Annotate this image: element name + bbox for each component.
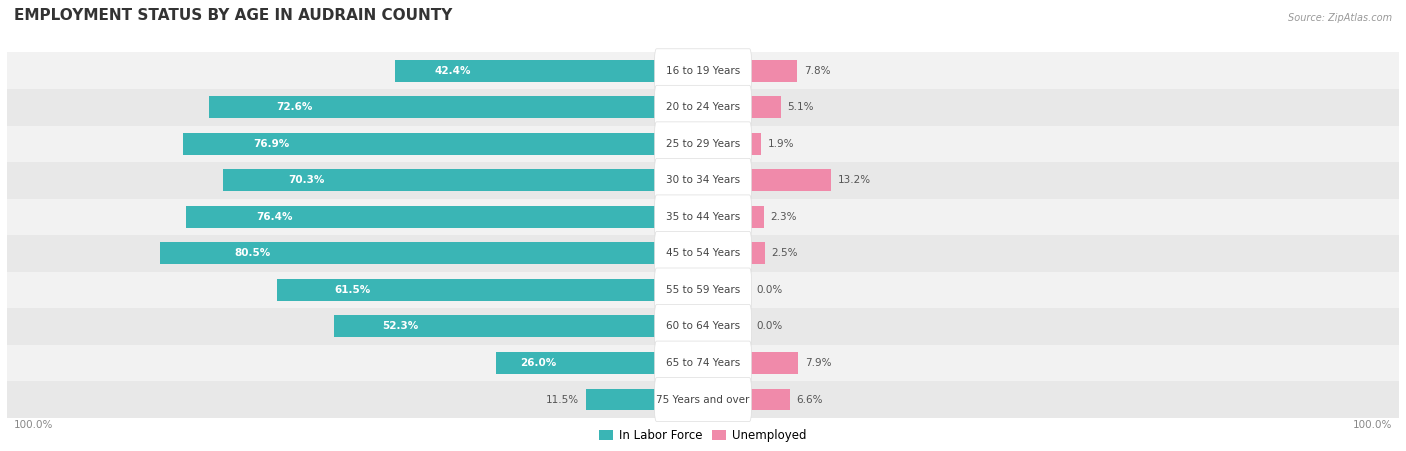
Text: 60 to 64 Years: 60 to 64 Years [666, 322, 740, 331]
Bar [395, 60, 657, 82]
Bar [749, 243, 765, 264]
Bar [586, 389, 657, 410]
Bar [749, 170, 831, 191]
Bar [209, 96, 657, 118]
Bar [496, 352, 657, 374]
Text: 7.8%: 7.8% [804, 66, 831, 76]
Text: 100.0%: 100.0% [1353, 420, 1392, 430]
FancyBboxPatch shape [655, 122, 751, 166]
Text: 25 to 29 Years: 25 to 29 Years [666, 139, 740, 149]
FancyBboxPatch shape [655, 268, 751, 312]
Text: 13.2%: 13.2% [838, 175, 870, 185]
FancyBboxPatch shape [655, 304, 751, 348]
Text: Source: ZipAtlas.com: Source: ZipAtlas.com [1288, 13, 1392, 23]
Text: 20 to 24 Years: 20 to 24 Years [666, 102, 740, 112]
Bar [749, 60, 797, 82]
Legend: In Labor Force, Unemployed: In Labor Force, Unemployed [595, 424, 811, 447]
Text: 2.5%: 2.5% [772, 249, 799, 258]
FancyBboxPatch shape [655, 341, 751, 385]
Bar [7, 308, 1399, 345]
Text: 61.5%: 61.5% [335, 285, 371, 295]
Text: 72.6%: 72.6% [276, 102, 312, 112]
Text: EMPLOYMENT STATUS BY AGE IN AUDRAIN COUNTY: EMPLOYMENT STATUS BY AGE IN AUDRAIN COUN… [14, 8, 451, 23]
Bar [7, 52, 1399, 89]
Text: 5.1%: 5.1% [787, 102, 814, 112]
Text: 55 to 59 Years: 55 to 59 Years [666, 285, 740, 295]
FancyBboxPatch shape [655, 377, 751, 421]
Text: 7.9%: 7.9% [804, 358, 831, 368]
Text: 80.5%: 80.5% [235, 249, 271, 258]
FancyBboxPatch shape [655, 158, 751, 202]
Text: 100.0%: 100.0% [14, 420, 53, 430]
Text: 26.0%: 26.0% [520, 358, 557, 368]
Bar [183, 133, 657, 155]
Bar [224, 170, 657, 191]
Bar [277, 279, 657, 301]
Text: 16 to 19 Years: 16 to 19 Years [666, 66, 740, 76]
Bar [160, 243, 657, 264]
FancyBboxPatch shape [655, 195, 751, 239]
FancyBboxPatch shape [655, 231, 751, 275]
Text: 75 Years and over: 75 Years and over [657, 395, 749, 405]
Text: 2.3%: 2.3% [770, 212, 797, 222]
Bar [749, 96, 780, 118]
Text: 65 to 74 Years: 65 to 74 Years [666, 358, 740, 368]
Bar [7, 125, 1399, 162]
Text: 1.9%: 1.9% [768, 139, 794, 149]
Bar [7, 235, 1399, 272]
FancyBboxPatch shape [655, 85, 751, 129]
Bar [749, 389, 790, 410]
Bar [749, 352, 799, 374]
Text: 42.4%: 42.4% [434, 66, 471, 76]
Text: 35 to 44 Years: 35 to 44 Years [666, 212, 740, 222]
Bar [7, 89, 1399, 125]
Bar [7, 381, 1399, 418]
Text: 30 to 34 Years: 30 to 34 Years [666, 175, 740, 185]
Text: 76.9%: 76.9% [253, 139, 290, 149]
Bar [749, 206, 763, 228]
Text: 0.0%: 0.0% [756, 322, 782, 331]
Bar [186, 206, 657, 228]
Text: 6.6%: 6.6% [797, 395, 824, 405]
Text: 76.4%: 76.4% [256, 212, 292, 222]
Text: 45 to 54 Years: 45 to 54 Years [666, 249, 740, 258]
Bar [335, 316, 657, 337]
Bar [7, 162, 1399, 198]
Bar [7, 198, 1399, 235]
Text: 70.3%: 70.3% [288, 175, 325, 185]
Text: 11.5%: 11.5% [546, 395, 579, 405]
Bar [7, 345, 1399, 381]
Text: 0.0%: 0.0% [756, 285, 782, 295]
Bar [749, 133, 761, 155]
Bar [7, 272, 1399, 308]
FancyBboxPatch shape [655, 49, 751, 92]
Text: 52.3%: 52.3% [382, 322, 419, 331]
